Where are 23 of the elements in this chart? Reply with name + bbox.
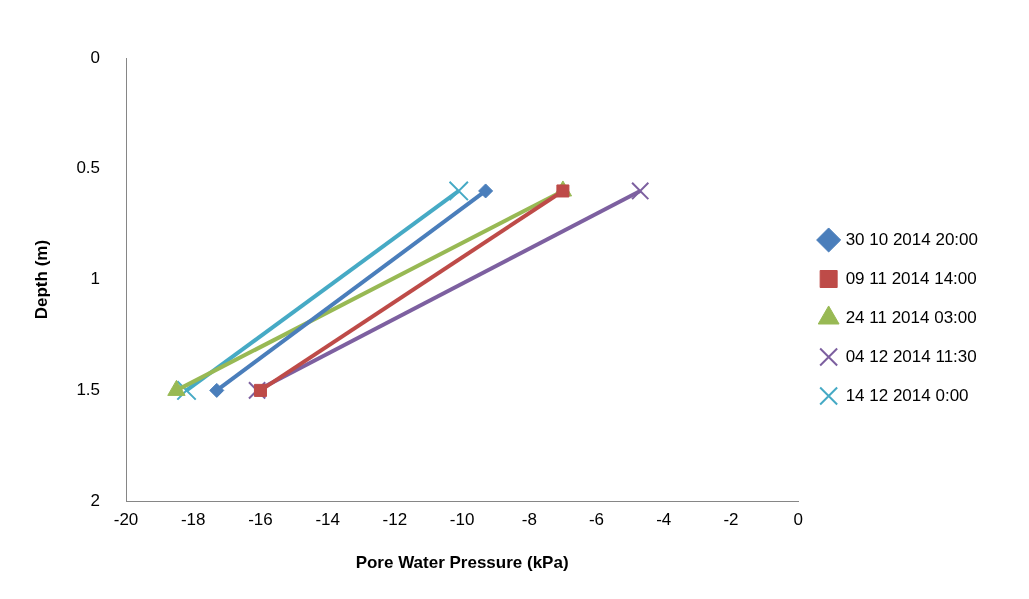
- y-tick-label: 0: [90, 47, 101, 67]
- y-tick-label: 1.5: [76, 380, 101, 400]
- x-tick-label: -20: [113, 510, 139, 530]
- legend-label: 04 12 2014 11:30: [845, 346, 977, 366]
- legend-label: 30 10 2014 20:00: [845, 229, 979, 249]
- y-tick-label: 0.5: [76, 158, 101, 178]
- x-tick-label: -16: [248, 510, 273, 530]
- x-tick-label: -10: [449, 510, 475, 530]
- x-tick-label: -2: [723, 510, 739, 530]
- x-tick-label: -8: [521, 510, 537, 530]
- y-axis-title: Depth (m): [31, 239, 51, 320]
- x-tick-label: -18: [180, 510, 206, 530]
- x-tick-label: -4: [656, 510, 672, 530]
- x-tick-label: -14: [315, 510, 340, 530]
- x-axis-title: Pore Water Pressure (kPa): [355, 553, 569, 573]
- y-tick-label: 2: [90, 490, 101, 510]
- y-tick-label: 1: [90, 269, 101, 289]
- x-tick-label: -6: [588, 510, 605, 530]
- legend-label: 24 11 2014 03:00: [845, 307, 977, 327]
- legend-label: 09 11 2014 14:00: [845, 268, 977, 288]
- x-tick-label: 0: [793, 510, 803, 530]
- legend-label: 14 12 2014 0:00: [845, 385, 969, 405]
- x-tick-label: -12: [382, 510, 408, 530]
